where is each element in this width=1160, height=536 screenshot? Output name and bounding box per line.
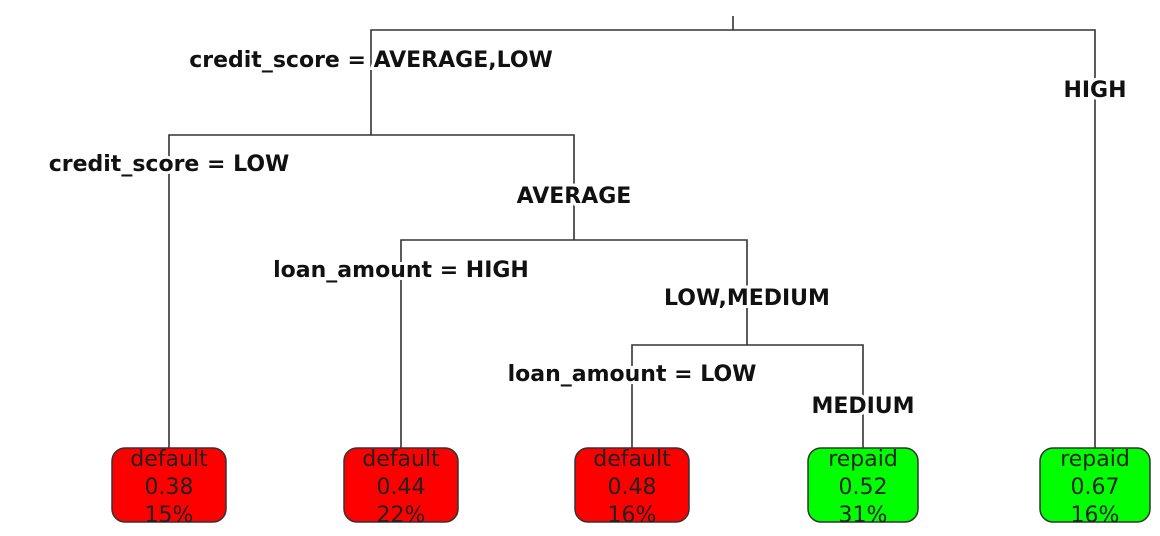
root-branch (370, 29, 1096, 455)
leaf-1-box (111, 447, 227, 523)
split-label-node4-left: loan_amount = LOW (508, 362, 757, 387)
leaf-3-class: default (593, 447, 671, 472)
leaf-4-pct: 31% (839, 503, 888, 528)
leaf-1: default 0.38 15% (111, 447, 227, 528)
leaf-2-pct: 22% (377, 503, 426, 528)
leaf-5: repaid 0.67 16% (1039, 447, 1151, 528)
leaf-4-prob: 0.52 (839, 475, 888, 500)
split-label-node2-right: AVERAGE (517, 184, 632, 209)
leaf-3-pct: 16% (608, 503, 657, 528)
leaf-2-class: default (362, 447, 440, 472)
split-label-node3-left: loan_amount = HIGH (273, 258, 529, 283)
leaf-2-box (343, 447, 459, 523)
node4-branch (631, 344, 864, 455)
leaf-3-box (574, 447, 690, 523)
leaf-4-class: repaid (828, 447, 898, 472)
leaf-1-prob: 0.38 (145, 475, 194, 500)
leaf-1-pct: 15% (145, 503, 194, 528)
split-label-node3-right: LOW,MEDIUM (664, 286, 830, 311)
leaf-2: default 0.44 22% (343, 447, 459, 528)
leaf-2-prob: 0.44 (377, 475, 426, 500)
leaf-1-class: default (130, 447, 208, 472)
leaf-5-box (1039, 447, 1151, 523)
tree-edges (168, 16, 1096, 455)
split-labels: credit_score = AVERAGE,LOW HIGH credit_s… (46, 45, 1130, 422)
leaf-3-prob: 0.48 (608, 475, 657, 500)
split-label-node2-left: credit_score = LOW (49, 152, 290, 177)
split-label-node4-right: MEDIUM (811, 394, 914, 419)
leaf-4-box (807, 447, 919, 523)
leaf-5-class: repaid (1060, 447, 1130, 472)
node3-branch (400, 239, 748, 455)
leaf-5-pct: 16% (1071, 503, 1120, 528)
node2-branch (168, 134, 575, 455)
leaf-3: default 0.48 16% (574, 447, 690, 528)
leaf-4: repaid 0.52 31% (807, 447, 919, 528)
split-label-root-right: HIGH (1063, 78, 1126, 103)
split-label-root-left: credit_score = AVERAGE,LOW (189, 48, 553, 73)
leaf-5-prob: 0.67 (1071, 475, 1120, 500)
